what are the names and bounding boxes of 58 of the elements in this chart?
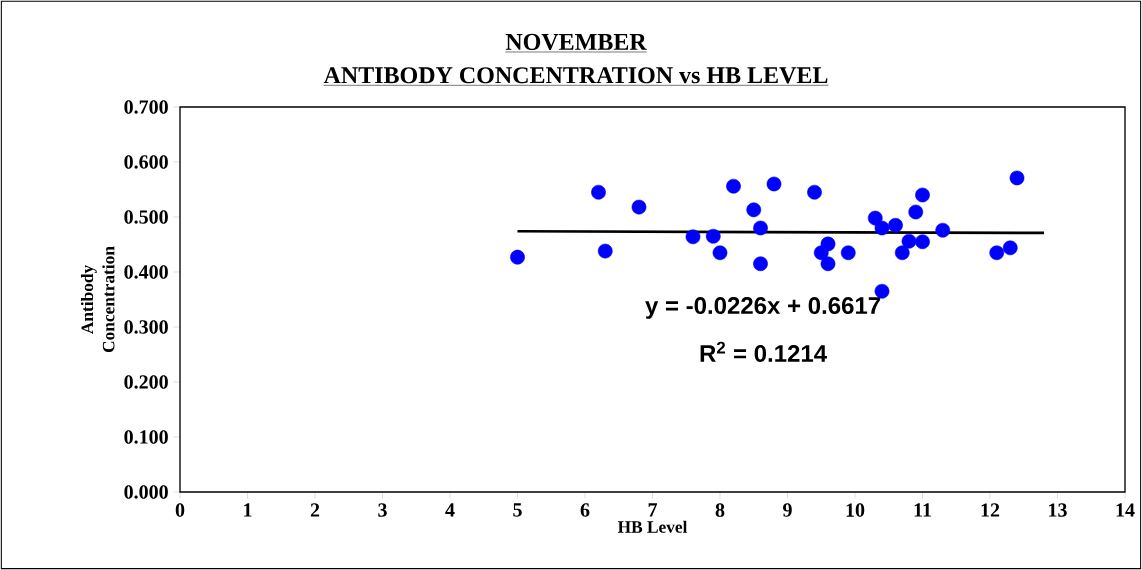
point [766, 176, 782, 192]
x-tick-label: 9 [783, 503, 792, 517]
point [874, 220, 890, 236]
point [746, 202, 762, 218]
x-axis-title: HB Level [617, 520, 688, 533]
point [685, 229, 701, 245]
point [840, 245, 856, 261]
point [888, 217, 903, 233]
y-tick-label: 0.700 [124, 100, 168, 114]
x-tick-label: 11 [914, 503, 931, 517]
y-tick-label: 0.300 [124, 320, 168, 334]
point [712, 245, 728, 261]
point [591, 184, 606, 200]
y-tick-label: 0.200 [124, 375, 168, 389]
annotation: y = -0.0226x + 0.6617 [645, 297, 881, 319]
y-tick-label: 0.000 [124, 485, 168, 499]
x-tick-label: 4 [445, 503, 455, 517]
x-tick-label: 10 [846, 503, 865, 517]
x-tick-label: 3 [378, 503, 387, 517]
x-tick-label: 1 [244, 503, 252, 517]
point [820, 236, 836, 252]
point [1002, 240, 1018, 256]
point [820, 256, 836, 272]
x-tick-label: 12 [981, 503, 1000, 517]
chart-subtitle: ANTIBODY CONCENTRATION vs HB LEVEL [323, 67, 828, 84]
x-tick-label: 6 [580, 503, 590, 517]
point [510, 249, 525, 265]
y-tick-label: 0.400 [124, 265, 168, 279]
point [726, 178, 741, 194]
x-tick-label: 5 [513, 503, 522, 517]
x-tick-label: 13 [1049, 503, 1067, 517]
annotation: R$^{2}$ = 0.1214 [700, 341, 827, 363]
point [915, 187, 930, 203]
x-tick-label: 7 [648, 503, 658, 517]
point [753, 256, 768, 272]
point [901, 233, 917, 249]
x-tick-label: 2 [310, 503, 320, 517]
y-tick-label: 0.600 [124, 155, 168, 169]
point [894, 245, 910, 261]
point [989, 245, 1005, 261]
point [915, 234, 930, 250]
point [874, 283, 890, 299]
y-tick-label: 0.500 [124, 210, 168, 224]
point [705, 228, 721, 244]
point [631, 199, 647, 215]
chart-title: NOVEMBER [505, 33, 647, 51]
x-tick-label: 14 [1116, 503, 1135, 517]
point [935, 222, 951, 238]
point [1009, 170, 1025, 186]
x-tick-label: 8 [715, 503, 725, 517]
point [807, 184, 822, 200]
point [597, 243, 613, 259]
point [867, 210, 883, 226]
y-tick-label: 0.100 [124, 430, 168, 444]
y-axis-title: Antibody Concentration [80, 246, 115, 353]
point [753, 220, 768, 236]
x-tick-label: 0 [175, 503, 185, 517]
point [908, 204, 924, 220]
